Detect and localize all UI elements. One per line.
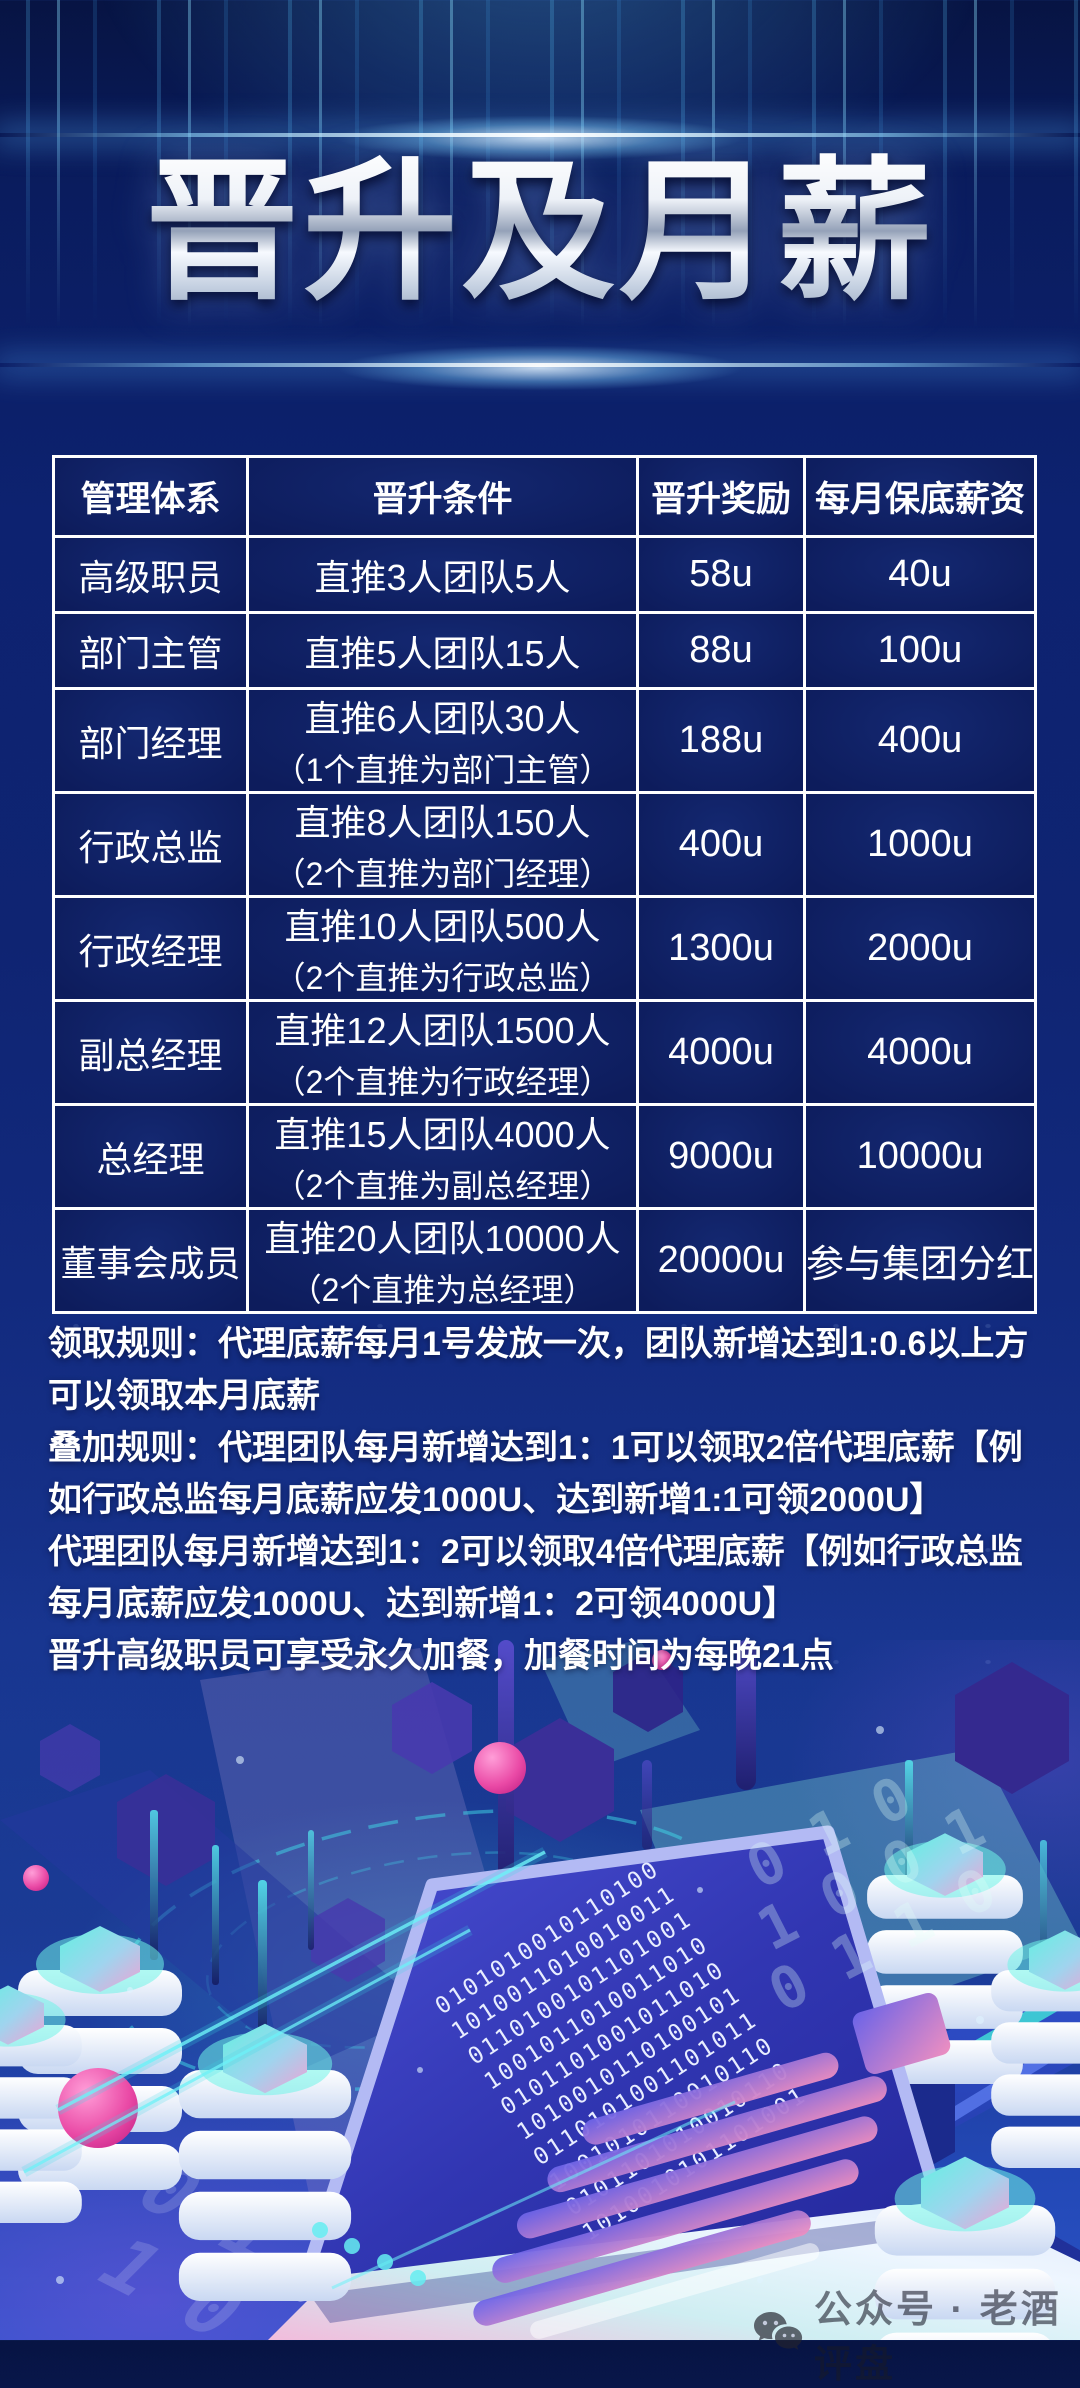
wechat-icon — [754, 2312, 803, 2350]
isometric-tech-illustration: 0 1 0 0 1 1 0 0 1 0 0 1 0 1 — [0, 1640, 1080, 2340]
salary-cell: 100u — [803, 611, 1037, 690]
reward-cell: 4000u — [636, 999, 806, 1106]
table-row: 副总经理 直推12人团队1500人 （2个直推为行政经理） 4000u 4000u — [52, 999, 1037, 1106]
level-cell: 行政总监 — [52, 791, 249, 898]
reward-cell: 20000u — [636, 1207, 806, 1314]
reward-cell: 88u — [636, 611, 806, 690]
pink-sphere — [652, 1650, 672, 1670]
col-header-management-system: 管理体系 — [52, 455, 249, 538]
watermark: 公众号 · 老酒评盘 — [752, 2278, 1080, 2388]
table-row: 董事会成员 直推20人团队10000人 （2个直推为总经理） 20000u 参与集… — [52, 1207, 1037, 1314]
salary-cell: 4000u — [803, 999, 1037, 1106]
level-cell: 部门经理 — [52, 687, 249, 794]
col-header-monthly-salary: 每月保底薪资 — [803, 455, 1037, 538]
condition-cell: 直推10人团队500人 （2个直推为行政总监） — [246, 895, 639, 1002]
salary-cell: 1000u — [803, 791, 1037, 898]
keypad — [852, 1992, 951, 2075]
level-cell: 部门主管 — [52, 611, 249, 690]
reward-cell: 9000u — [636, 1103, 806, 1210]
table-row: 部门经理 直推6人团队30人 （1个直推为部门主管） 188u 400u — [52, 687, 1037, 794]
pink-sphere — [23, 1865, 49, 1891]
condition-cell: 直推6人团队30人 （1个直推为部门主管） — [246, 687, 639, 794]
salary-cell: 40u — [803, 535, 1037, 614]
trackpad-bar — [530, 2243, 820, 2339]
salary-cell: 400u — [803, 687, 1037, 794]
pink-sphere — [474, 1742, 526, 1794]
condition-cell: 直推15人团队4000人 （2个直推为副总经理） — [246, 1103, 639, 1210]
flare-line-bottom — [0, 363, 1080, 367]
level-cell: 董事会成员 — [52, 1207, 249, 1314]
rule-paragraph: 代理团队每月新增达到1：2可以领取4倍代理底薪【例如行政总监每月底薪应发1000… — [48, 1533, 1023, 1623]
rules-text-block: 领取规则：代理底薪每月1号发放一次，团队新增达到1:0.6以上方可以领取本月底薪… — [48, 1318, 1042, 1682]
table-row: 总经理 直推15人团队4000人 （2个直推为副总经理） 9000u 10000u — [52, 1103, 1037, 1210]
flare-burst-bottom — [270, 338, 810, 398]
page-title: 晋升及月薪 — [0, 146, 1080, 323]
table-header-row: 管理体系 晋升条件 晋升奖励 每月保底薪资 — [52, 455, 1037, 538]
rule-paragraph: 叠加规则：代理团队每月新增达到1：1可以领取2倍代理底薪【例如行政总监每月底薪应… — [48, 1429, 1023, 1519]
condition-cell: 直推20人团队10000人 （2个直推为总经理） — [246, 1207, 639, 1314]
level-cell: 副总经理 — [52, 999, 249, 1106]
level-cell: 总经理 — [52, 1103, 249, 1210]
reward-cell: 1300u — [636, 895, 806, 1002]
condition-cell: 直推5人团队15人 — [246, 611, 639, 690]
flare-line-top — [0, 133, 1080, 137]
condition-cell: 直推3人团队5人 — [246, 535, 639, 614]
salary-cell: 参与集团分红 — [803, 1207, 1037, 1314]
reward-cell: 58u — [636, 535, 806, 614]
table-row: 部门主管 直推5人团队15人 88u 100u — [52, 611, 1037, 690]
salary-cell: 10000u — [803, 1103, 1037, 1210]
rule-paragraph: 领取规则：代理底薪每月1号发放一次，团队新增达到1:0.6以上方可以领取本月底薪 — [48, 1325, 1029, 1415]
table-row: 行政经理 直推10人团队500人 （2个直推为行政总监） 1300u 2000u — [52, 895, 1037, 1002]
condition-cell: 直推8人团队150人 （2个直推为部门经理） — [246, 791, 639, 898]
cyan-circuit-lines — [21, 1847, 736, 2290]
laptop-illustration: 0101010010110100 1010011010010011 011010… — [268, 1825, 1080, 2340]
level-cell: 高级职员 — [52, 535, 249, 614]
server-tower — [178, 2023, 352, 2301]
reward-cell: 400u — [636, 791, 806, 898]
condition-cell: 直推12人团队1500人 （2个直推为行政经理） — [246, 999, 639, 1106]
rule-paragraph: 晋升高级职员可享受永久加餐，加餐时间为每晚21点 — [48, 1637, 834, 1675]
salary-cell: 2000u — [803, 895, 1037, 1002]
reward-cell: 188u — [636, 687, 806, 794]
constellation-pattern — [0, 1270, 1080, 1690]
level-cell: 行政经理 — [52, 895, 249, 1002]
col-header-promotion-condition: 晋升条件 — [246, 455, 639, 538]
flare-burst-top — [270, 108, 810, 168]
cyan-dots — [312, 2222, 426, 2286]
table-row: 高级职员 直推3人团队5人 58u 40u — [52, 535, 1037, 614]
table-row: 行政总监 直推8人团队150人 （2个直推为部门经理） 400u 1000u — [52, 791, 1037, 898]
keyboard-keys — [473, 1992, 951, 2339]
pink-sphere — [58, 2068, 138, 2148]
sparkles — [56, 1726, 984, 2284]
col-header-promotion-reward: 晋升奖励 — [636, 455, 806, 538]
promotion-salary-table: 管理体系 晋升条件 晋升奖励 每月保底薪资 高级职员 直推3人团队5人 58u … — [52, 455, 1037, 1314]
watermark-label: 公众号 · 老酒评盘 — [814, 2289, 1062, 2386]
